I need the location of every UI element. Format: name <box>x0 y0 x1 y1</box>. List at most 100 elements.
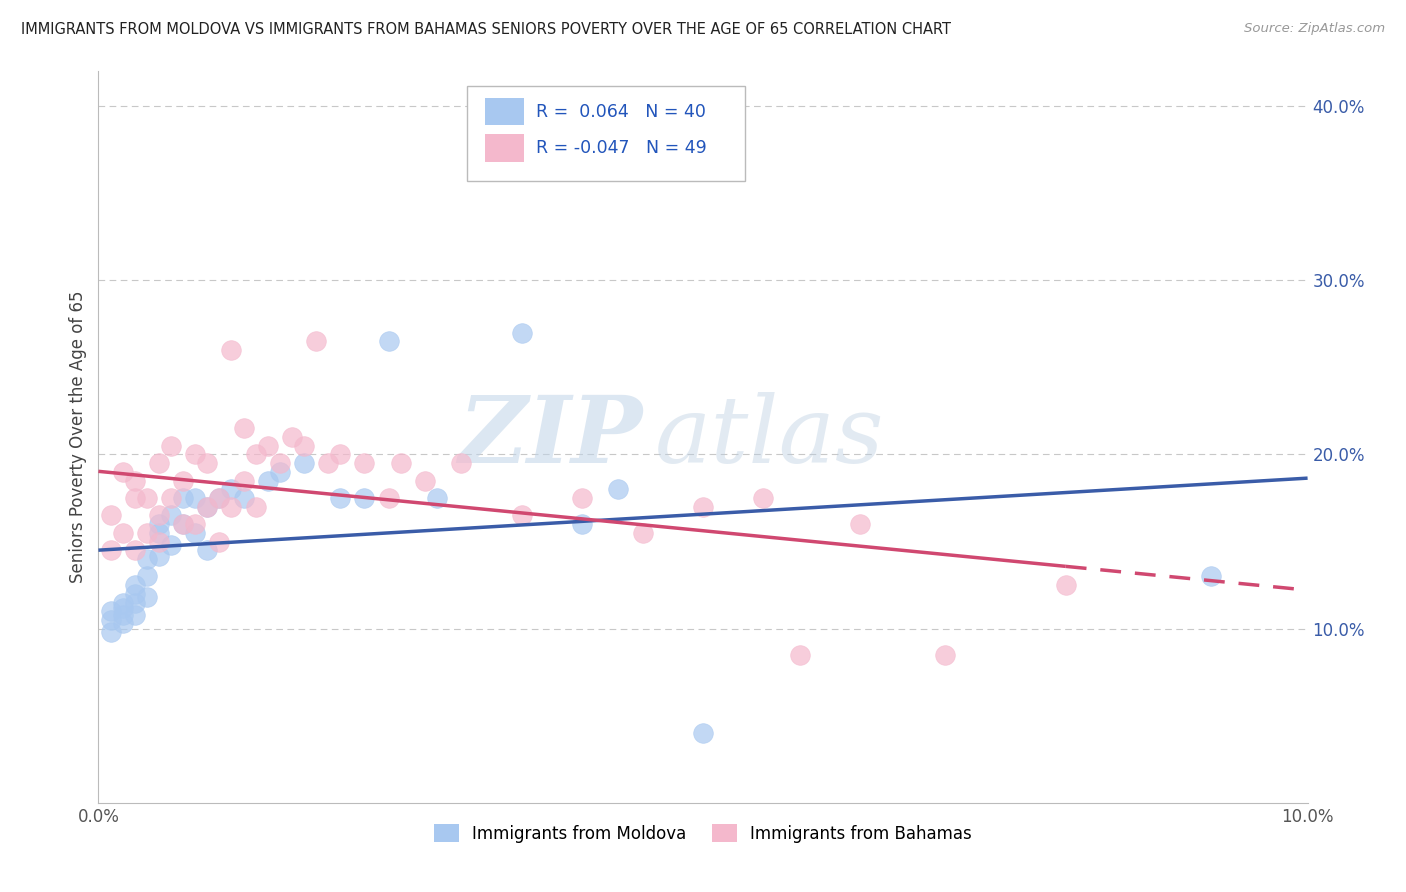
Point <box>148 456 170 470</box>
Point <box>269 456 291 470</box>
Text: R = -0.047   N = 49: R = -0.047 N = 49 <box>536 139 707 157</box>
Point <box>510 508 533 523</box>
Point <box>160 508 183 523</box>
Point <box>413 474 436 488</box>
Point <box>111 607 134 622</box>
Point <box>245 448 267 462</box>
Point <box>281 430 304 444</box>
Point <box>100 604 122 618</box>
Point <box>1054 578 1077 592</box>
Text: atlas: atlas <box>655 392 884 482</box>
Text: ZIP: ZIP <box>458 392 643 482</box>
Point <box>692 726 714 740</box>
Point <box>934 648 956 662</box>
Point <box>148 508 170 523</box>
Point <box>292 439 315 453</box>
Point <box>111 465 134 479</box>
Point <box>353 456 375 470</box>
Point <box>124 474 146 488</box>
Point <box>377 334 399 349</box>
Point <box>148 525 170 540</box>
Point <box>124 587 146 601</box>
Point <box>172 517 194 532</box>
Text: R =  0.064   N = 40: R = 0.064 N = 40 <box>536 103 706 120</box>
Legend: Immigrants from Moldova, Immigrants from Bahamas: Immigrants from Moldova, Immigrants from… <box>427 818 979 849</box>
Point <box>789 648 811 662</box>
Point <box>100 625 122 640</box>
Point <box>353 491 375 505</box>
Point <box>184 448 207 462</box>
Point <box>329 491 352 505</box>
Point <box>111 616 134 631</box>
Point <box>232 421 254 435</box>
Point <box>111 595 134 609</box>
Point <box>305 334 328 349</box>
Point <box>631 525 654 540</box>
Point <box>195 456 218 470</box>
Point <box>148 517 170 532</box>
Point <box>160 439 183 453</box>
Point <box>221 343 243 357</box>
Point <box>100 543 122 558</box>
Point <box>160 538 183 552</box>
Point <box>450 456 472 470</box>
Point <box>232 474 254 488</box>
Point <box>135 591 157 605</box>
Point <box>1199 569 1222 583</box>
Point <box>377 491 399 505</box>
Point <box>256 439 278 453</box>
Point <box>571 517 593 532</box>
Point <box>148 534 170 549</box>
Bar <box>485 98 524 126</box>
Point <box>135 491 157 505</box>
Point <box>849 517 872 532</box>
Point <box>172 491 194 505</box>
Point <box>124 491 146 505</box>
Point <box>124 543 146 558</box>
Y-axis label: Seniors Poverty Over the Age of 65: Seniors Poverty Over the Age of 65 <box>69 291 87 583</box>
Point <box>426 491 449 505</box>
Point <box>208 491 231 505</box>
Point <box>135 552 157 566</box>
Point <box>148 549 170 563</box>
Point <box>111 525 134 540</box>
Text: IMMIGRANTS FROM MOLDOVA VS IMMIGRANTS FROM BAHAMAS SENIORS POVERTY OVER THE AGE : IMMIGRANTS FROM MOLDOVA VS IMMIGRANTS FR… <box>21 22 950 37</box>
Point <box>256 474 278 488</box>
Point <box>195 500 218 514</box>
Point <box>316 456 339 470</box>
Point <box>208 534 231 549</box>
Point <box>100 613 122 627</box>
Point <box>245 500 267 514</box>
Point <box>195 543 218 558</box>
Point <box>111 600 134 615</box>
Point <box>124 578 146 592</box>
Point <box>221 483 243 497</box>
Point <box>221 500 243 514</box>
Point <box>607 483 630 497</box>
Bar <box>485 135 524 162</box>
Point <box>752 491 775 505</box>
Point <box>172 517 194 532</box>
Point <box>184 491 207 505</box>
Point <box>135 525 157 540</box>
Point <box>232 491 254 505</box>
Point <box>160 491 183 505</box>
Text: Source: ZipAtlas.com: Source: ZipAtlas.com <box>1244 22 1385 36</box>
Point <box>329 448 352 462</box>
Point <box>135 569 157 583</box>
Point <box>195 500 218 514</box>
Point <box>389 456 412 470</box>
Point <box>124 607 146 622</box>
FancyBboxPatch shape <box>467 86 745 181</box>
Point <box>692 500 714 514</box>
Point <box>571 491 593 505</box>
Point <box>184 517 207 532</box>
Point <box>510 326 533 340</box>
Point <box>184 525 207 540</box>
Point <box>269 465 291 479</box>
Point <box>208 491 231 505</box>
Point <box>172 474 194 488</box>
Point <box>292 456 315 470</box>
Point <box>124 595 146 609</box>
Point <box>100 508 122 523</box>
